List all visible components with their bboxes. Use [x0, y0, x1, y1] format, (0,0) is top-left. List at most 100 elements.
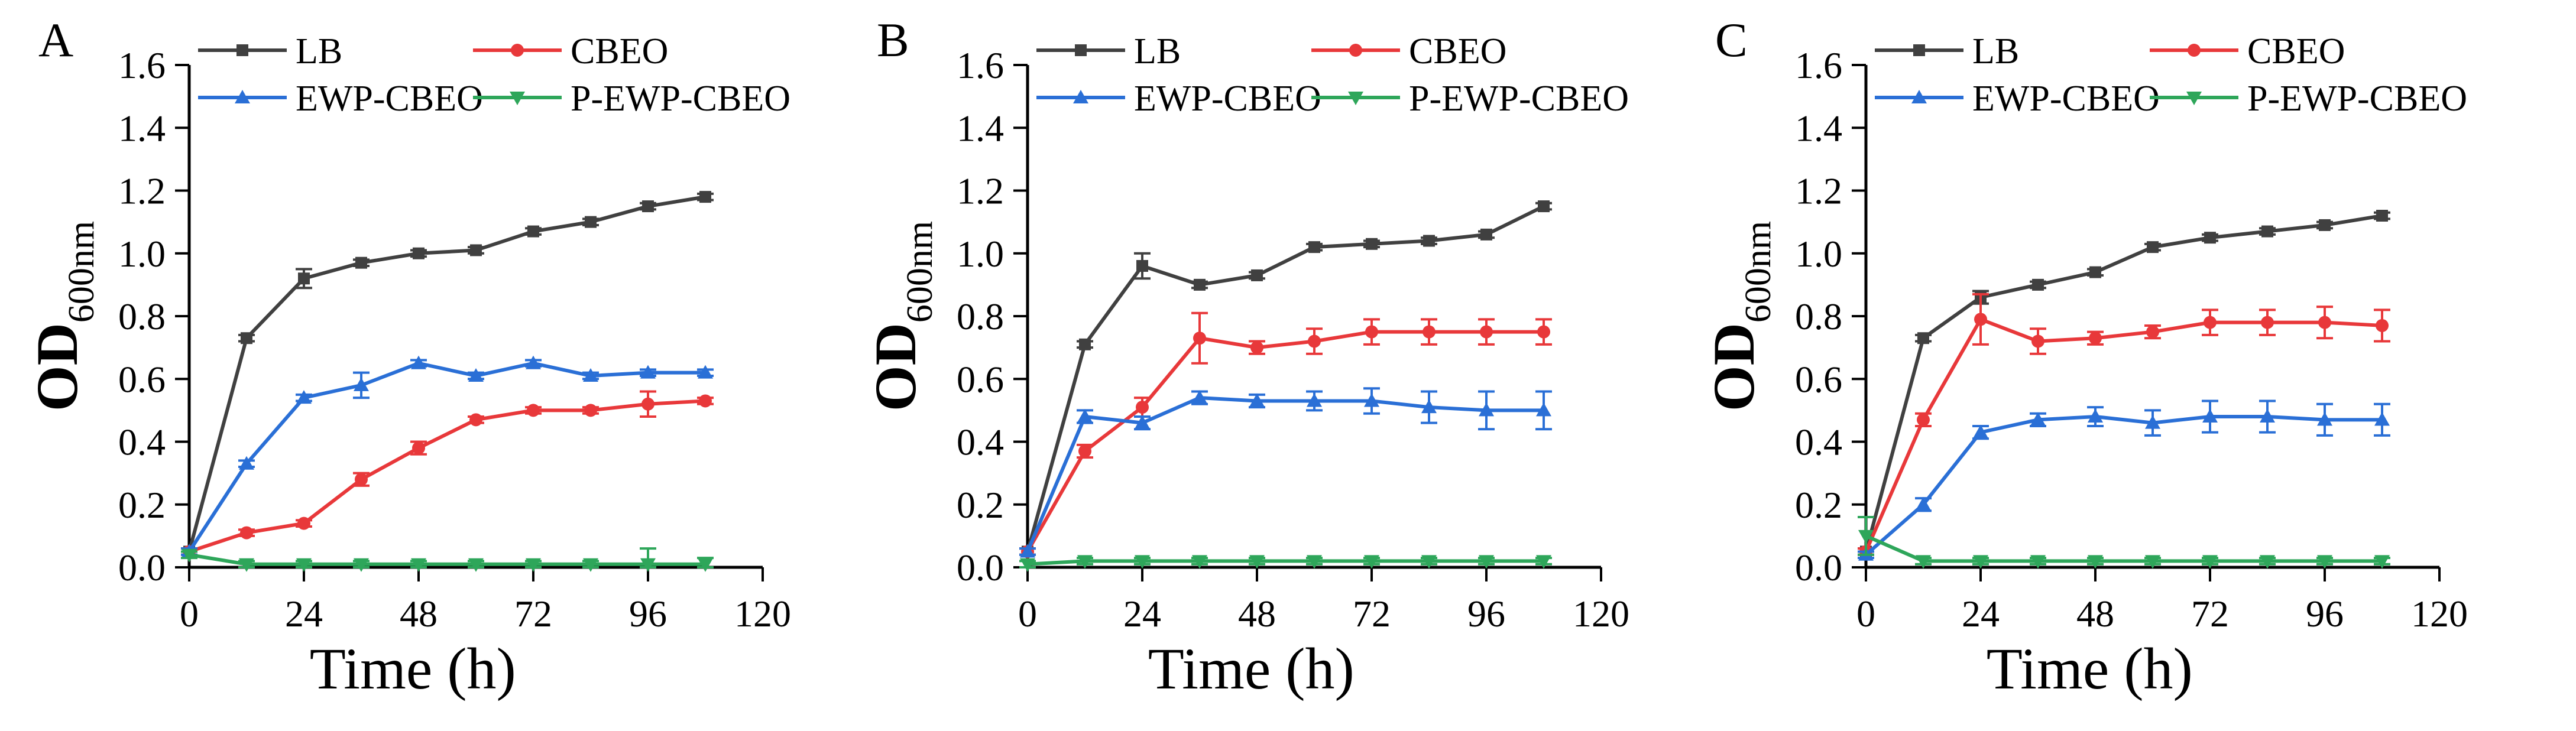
panel-b-series-p-ewp-cbeo-point [1307, 555, 1322, 569]
panel-b-legend-lb-marker [1075, 44, 1087, 56]
panel-b-series-p-ewp-cbeo-point [1192, 555, 1207, 569]
panel-b-series-cbeo-point [1537, 325, 1550, 339]
panel-c-series-ewp-cbeo-point [2145, 415, 2160, 429]
panel-c-legend-p-ewp-cbeo-label: P-EWP-CBEO [2247, 79, 2467, 119]
panel-a-legend-cbeo-marker [511, 44, 524, 57]
panel-a-series-p-ewp-cbeo-point [239, 558, 254, 572]
panel-c-series-p-ewp-cbeo-point [2260, 555, 2275, 569]
panel-a-y-tick-label: 1.6 [118, 44, 166, 86]
panel-a-series-lb-point [527, 225, 539, 238]
panel-b-series-lb-point [1423, 235, 1435, 247]
panel-c-y-tick-label: 1.0 [1795, 233, 1842, 275]
panel-c-series-cbeo-point [2089, 332, 2102, 345]
panel-b-y-tick-label: 1.0 [957, 233, 1004, 275]
panel-a-y-tick-label: 0.8 [118, 295, 166, 337]
panel-b-series-ewp-cbeo-point [1479, 402, 1494, 417]
panel-a-x-axis-label: Time (h) [310, 636, 516, 701]
panel-c-legend-ewp-cbeo-marker [1911, 90, 1927, 103]
panel-a-legend-ewp-cbeo-marker [235, 90, 250, 103]
panel-b-series-lb-point [1251, 269, 1263, 281]
panel-c-legend-lb-label: LB [1972, 31, 2019, 72]
panel-c-legend-cbeo-marker [2188, 44, 2201, 57]
panel-a-legend-lb-marker [236, 44, 248, 56]
panel-b-x-tick-label: 0 [1018, 593, 1037, 635]
panel-a-series-ewp-cbeo-point [468, 368, 484, 382]
panel-b-series-cbeo-point [1308, 334, 1321, 348]
panel-a-series-ewp-cbeo-line [187, 361, 705, 553]
panel-c-x-tick-label: 0 [1856, 593, 1875, 635]
panel-b-x-axis-label: Time (h) [1148, 636, 1355, 701]
panel-b-series-cbeo-point [1193, 332, 1206, 345]
panel-a-series-p-ewp-cbeo-point [583, 558, 598, 572]
panel-c-series-lb-point [2376, 210, 2388, 222]
panel-a-series-cbeo [181, 390, 714, 558]
panel-c-y-tick-label: 0.0 [1795, 547, 1842, 589]
panel-b-y-axis-label-sub: 600nm [900, 221, 940, 323]
panel-a-series-ewp-cbeo-point [296, 390, 312, 404]
panel-b-series-lb-point [1194, 278, 1206, 291]
panel-a-series-cbeo-point [469, 413, 482, 427]
panel-c-series-ewp-cbeo-line [1865, 414, 2382, 557]
panel-b-y-tick-label: 0.4 [957, 421, 1004, 463]
panel-a-series-p-ewp-cbeo-point [640, 558, 656, 572]
panel-c-series-p-ewp-cbeo-point [2374, 555, 2390, 569]
panel-c-x-axis-label: Time (h) [1987, 636, 2193, 701]
panel-c-series-p-ewp-cbeo-point [1858, 529, 1874, 544]
panel-a-series-lb-point [413, 247, 425, 259]
panel-a-y-tick-label: 1.4 [118, 107, 166, 149]
panel-b-legend: LB CBEO EWP-CBEO P-EWP-CBEO [1036, 31, 1629, 119]
panel-a-series-ewp-cbeo-point [583, 368, 598, 382]
panel-c-series-cbeo-point [2261, 316, 2274, 329]
panel-b-y-tick-label: 1.2 [957, 170, 1004, 212]
panel-c-y-tick-label: 1.4 [1795, 107, 1842, 149]
panel-b-y-axis-label: OD600nm [863, 221, 940, 411]
panel-a-series-cbeo-point [240, 526, 253, 540]
panel-a-series-ewp-cbeo [181, 355, 714, 558]
panel-a-series-ewp-cbeo-point [526, 355, 541, 369]
panel-c-legend-ewp-cbeo-label: EWP-CBEO [1972, 79, 2160, 119]
panel-a-series-cbeo-point [699, 394, 712, 408]
panel-a-series-cbeo-point [641, 397, 654, 411]
panel-a-y-axis-label-sub: 600nm [61, 221, 102, 323]
panel-a-legend-cbeo-label: CBEO [571, 31, 668, 72]
panel-c-legend-lb-marker [1913, 44, 1925, 56]
panel-c-y-tick-label: 1.2 [1795, 170, 1842, 212]
panel-a-legend-lb-label: LB [296, 31, 342, 72]
panel-b-y-tick-label: 1.6 [957, 44, 1004, 86]
panel-b-y-tick-label: 0.2 [957, 484, 1004, 526]
panel-c-label: C [1715, 13, 1748, 67]
panel-a-series-lb-point [642, 200, 654, 213]
panel-c-legend: LB CBEO EWP-CBEO P-EWP-CBEO [1875, 31, 2467, 119]
panel-c-series-lb [1858, 210, 2390, 558]
panel-c-series-p-ewp-cbeo-point [2030, 555, 2046, 569]
panel-c-series-cbeo-point [2031, 334, 2044, 348]
panel-c-series-ewp-cbeo-point [2260, 409, 2275, 423]
panel-a-x-tick-label: 24 [285, 593, 323, 635]
panel-c-series-cbeo-point [2146, 325, 2159, 339]
panel-a-legend-p-ewp-cbeo-label: P-EWP-CBEO [571, 79, 790, 119]
panel-c-series-cbeo [1858, 293, 2390, 558]
panel-c-y-tick-label: 0.8 [1795, 295, 1842, 337]
panel-b-series-cbeo [1019, 311, 1552, 558]
panel-a-legend-p-ewp-cbeo-marker [510, 92, 525, 105]
panel-b-x-tick-label: 96 [1467, 593, 1505, 635]
panel-b-series-ewp-cbeo-point [1307, 393, 1322, 407]
panel-c-series-cbeo-point [1974, 313, 1987, 326]
panel-a-series-lb-point [470, 244, 482, 256]
panel-b-x-tick-label: 24 [1123, 593, 1161, 635]
panel-a-series-cbeo-point [584, 404, 597, 417]
panel-b-series-ewp-cbeo-point [1536, 402, 1551, 417]
panel-b-x-tick-label: 72 [1353, 593, 1391, 635]
panel-c-series-lb-point [2032, 278, 2044, 291]
panel-a-y-tick-label: 0.6 [118, 358, 166, 400]
panel-c-series-cbeo-point [1917, 413, 1930, 427]
panel-c-series-lb-point [2089, 266, 2101, 278]
panel-c-y-axis-label-sub: 600nm [1738, 221, 1778, 323]
panel-a-series-p-ewp-cbeo-line [189, 553, 705, 566]
panel-a-y-tick-label: 0.4 [118, 421, 166, 463]
panel-a-series-lb-point [241, 332, 252, 345]
panel-c-series-ewp-cbeo [1858, 399, 2390, 561]
panel-c-x-tick-label: 72 [2191, 593, 2229, 635]
panel-c-series-ewp-cbeo-point [2374, 412, 2390, 426]
